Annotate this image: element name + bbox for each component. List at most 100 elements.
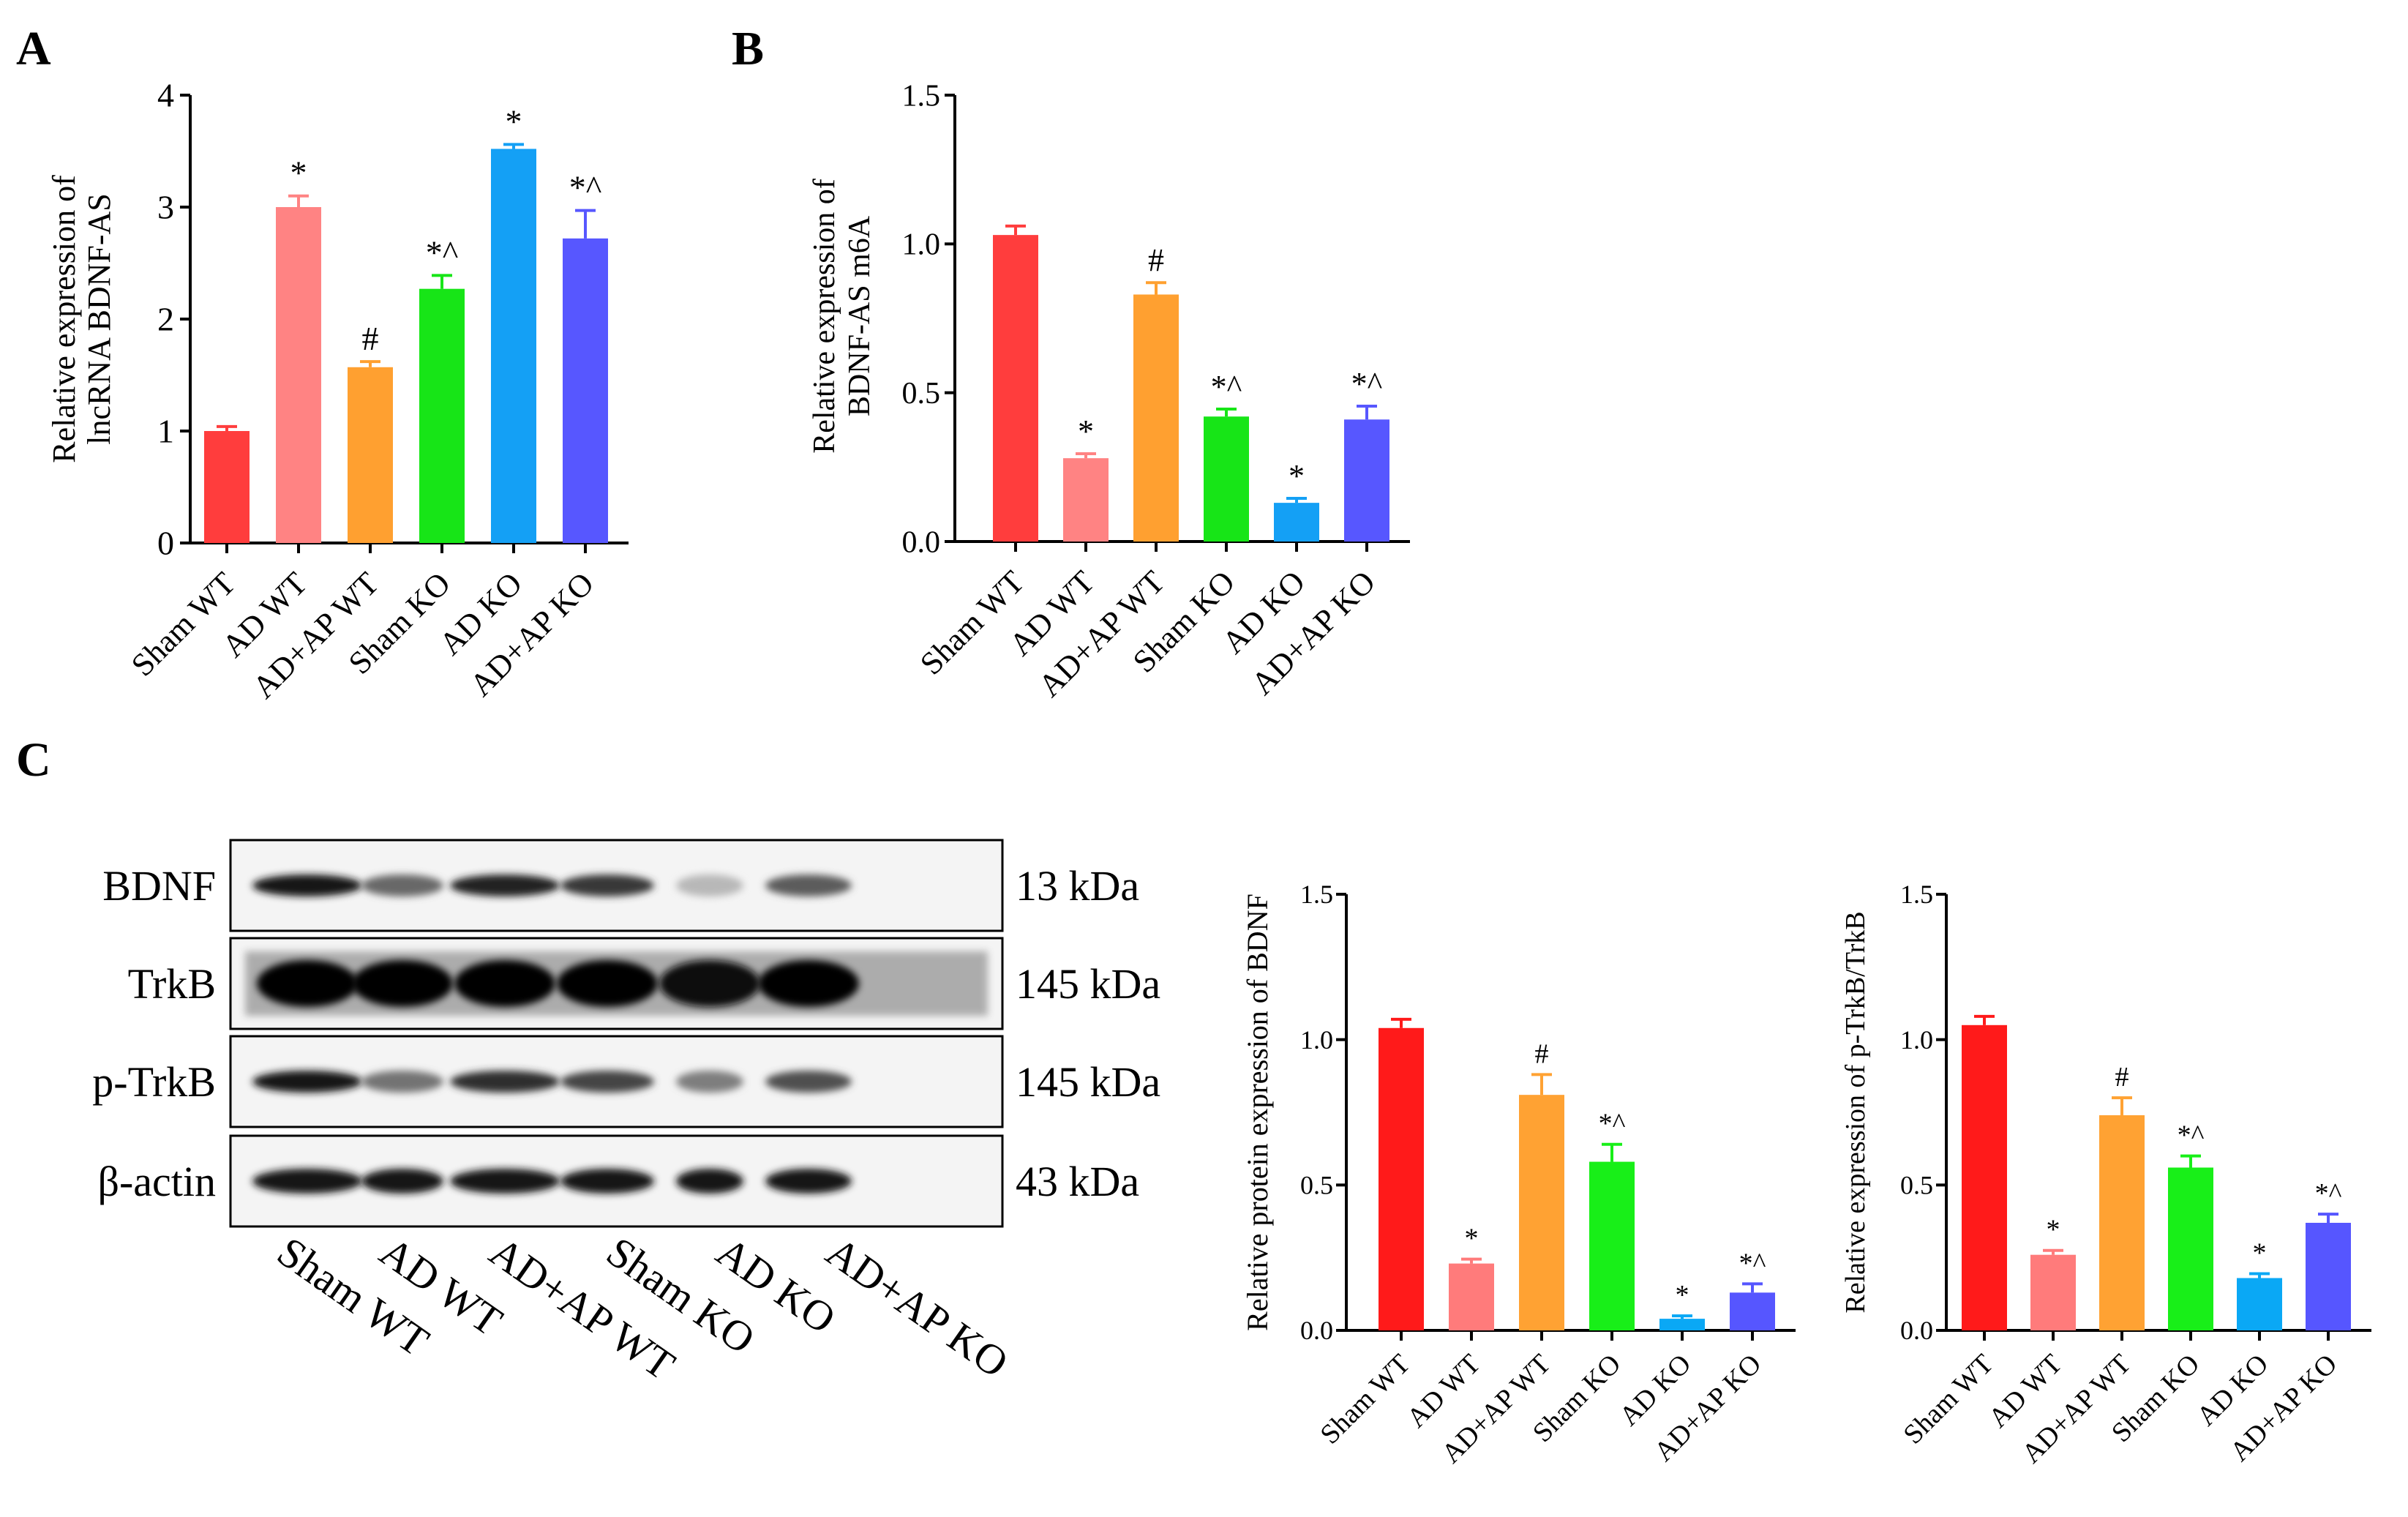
significance-label: # bbox=[1535, 1038, 1549, 1069]
bar-sham-ko bbox=[2168, 1167, 2213, 1330]
blot-band bbox=[560, 874, 654, 896]
blot-band bbox=[361, 874, 443, 896]
blot-band bbox=[252, 1169, 362, 1194]
blot-band bbox=[676, 1169, 743, 1194]
blot-band bbox=[257, 960, 358, 1007]
blot-band bbox=[252, 1071, 362, 1093]
bar-ad-ko bbox=[2237, 1278, 2282, 1330]
bar-sham-wt bbox=[1962, 1025, 2007, 1330]
blot-band bbox=[765, 1169, 852, 1194]
blot-band bbox=[450, 1071, 560, 1093]
bar-ad-ko bbox=[491, 149, 536, 543]
blot-band bbox=[765, 874, 852, 896]
bar-ad-wt bbox=[1449, 1263, 1494, 1330]
bar-ad-ap-ko bbox=[1730, 1292, 1775, 1330]
significance-label: *^ bbox=[2315, 1178, 2342, 1209]
bar-sham-ko bbox=[1589, 1161, 1635, 1330]
y-tick-label: 0.5 bbox=[1900, 1171, 1933, 1200]
panel-label-c: C bbox=[16, 733, 51, 787]
bar-ad-ko bbox=[1659, 1319, 1705, 1330]
blot-band bbox=[765, 1071, 852, 1093]
bar-ad-ap-wt bbox=[1133, 294, 1179, 542]
y-tick-label: 0.5 bbox=[902, 377, 941, 411]
y-tick-label: 4 bbox=[157, 77, 174, 114]
blot-band bbox=[560, 1169, 654, 1194]
y-tick-label: 1.5 bbox=[1300, 880, 1333, 909]
blot-size-label: 145 kDa bbox=[1016, 1058, 1160, 1106]
blot-protein-label: β-actin bbox=[97, 1158, 216, 1205]
significance-label: *^ bbox=[426, 233, 459, 271]
y-axis-label: Relative protein expression of BDNF bbox=[1241, 894, 1274, 1331]
y-tick-label: 3 bbox=[157, 189, 174, 226]
significance-label: # bbox=[362, 320, 379, 357]
chart-b: 0.0 0.5 1.0 1.5 Relative expression of BDNF-A… bbox=[808, 79, 1410, 704]
significance-label: *^ bbox=[1211, 369, 1242, 405]
significance-label: *^ bbox=[1351, 366, 1383, 402]
bar-ad-ap-wt bbox=[1519, 1095, 1564, 1330]
blot-lane-label: AD+AP KO bbox=[818, 1227, 1017, 1387]
blot-band bbox=[361, 1169, 443, 1194]
significance-label: # bbox=[2115, 1062, 2129, 1093]
bar-ad-ap-wt bbox=[348, 367, 393, 543]
blot-band bbox=[557, 960, 658, 1007]
significance-label: *^ bbox=[1739, 1248, 1766, 1278]
significance-label: *^ bbox=[2178, 1120, 2205, 1151]
western-blot: BDNF 13 kDa TrkB 145 kDa p-TrkB 145 kDa β-acti… bbox=[92, 839, 1160, 1389]
blot-row-trkb: TrkB 145 kDa bbox=[128, 937, 1160, 1030]
bar-ad-ap-ko bbox=[563, 238, 608, 543]
blot-size-label: 43 kDa bbox=[1016, 1158, 1139, 1205]
bar-ad-wt bbox=[2030, 1254, 2076, 1330]
bar-sham-ko bbox=[419, 288, 465, 543]
panel-label-b: B bbox=[732, 22, 764, 75]
y-axis-label: lncRNA BDNF-AS bbox=[81, 193, 117, 445]
chart-c-bdnf: 0.0 0.5 1.0 1.5 Relative protein expression … bbox=[1241, 880, 1796, 1469]
x-tick-label: Sham WT bbox=[124, 565, 242, 683]
y-tick-label: 1.5 bbox=[902, 79, 941, 113]
blot-row--actin: β-actin 43 kDa bbox=[97, 1134, 1139, 1228]
blot-band bbox=[450, 874, 560, 896]
blot-size-label: 145 kDa bbox=[1016, 960, 1160, 1008]
blot-protein-label: TrkB bbox=[128, 960, 216, 1008]
blot-band bbox=[252, 874, 362, 896]
bar-ad-ap-wt bbox=[2099, 1115, 2145, 1330]
bar-sham-wt bbox=[993, 235, 1038, 542]
chart-a: 0 1 2 3 4 Relative expression of lncRNA BDNF-A… bbox=[46, 77, 629, 705]
significance-label: * bbox=[2253, 1238, 2267, 1269]
y-tick-label: 0.5 bbox=[1300, 1171, 1333, 1200]
bar-ad-wt bbox=[1063, 458, 1109, 542]
bar-sham-ko bbox=[1204, 416, 1249, 542]
significance-label: * bbox=[1465, 1224, 1479, 1254]
blot-band bbox=[454, 960, 555, 1007]
y-tick-label: 1.0 bbox=[1900, 1025, 1933, 1055]
blot-band bbox=[361, 1071, 443, 1093]
blot-band bbox=[352, 960, 453, 1007]
y-axis-label: Relative expression of bbox=[46, 175, 82, 463]
blot-band bbox=[560, 1071, 654, 1093]
y-tick-label: 1 bbox=[157, 413, 174, 450]
significance-label: *^ bbox=[1599, 1109, 1626, 1139]
blot-band bbox=[676, 1071, 743, 1093]
y-tick-label: 0.0 bbox=[902, 525, 941, 559]
blot-band bbox=[758, 960, 859, 1007]
significance-label: * bbox=[1078, 413, 1094, 449]
bar-sham-wt bbox=[1379, 1027, 1424, 1330]
y-tick-label: 0 bbox=[157, 525, 174, 562]
y-tick-label: 0.0 bbox=[1300, 1316, 1333, 1345]
significance-label: *^ bbox=[569, 169, 602, 206]
significance-label: * bbox=[1676, 1280, 1689, 1311]
blot-band bbox=[659, 960, 760, 1007]
y-axis-label: BDNF-AS m6A bbox=[843, 215, 877, 416]
blot-protein-label: BDNF bbox=[102, 862, 216, 910]
y-axis-label: Relative expression of bbox=[808, 179, 841, 454]
y-tick-label: 0.0 bbox=[1900, 1316, 1933, 1345]
blot-row-p-trkb: p-TrkB 145 kDa bbox=[92, 1035, 1160, 1128]
x-tick-label: Sham WT bbox=[1314, 1349, 1416, 1450]
bar-ad-ap-ko bbox=[1344, 419, 1389, 542]
significance-label: * bbox=[290, 154, 307, 192]
y-axis-label: Relative expression of p-TrkB/TrkB bbox=[1840, 911, 1871, 1313]
blot-size-label: 13 kDa bbox=[1016, 862, 1139, 910]
x-tick-label: Sham WT bbox=[913, 563, 1031, 681]
blot-band bbox=[450, 1169, 560, 1194]
blot-row-bdnf: BDNF 13 kDa bbox=[102, 839, 1139, 932]
